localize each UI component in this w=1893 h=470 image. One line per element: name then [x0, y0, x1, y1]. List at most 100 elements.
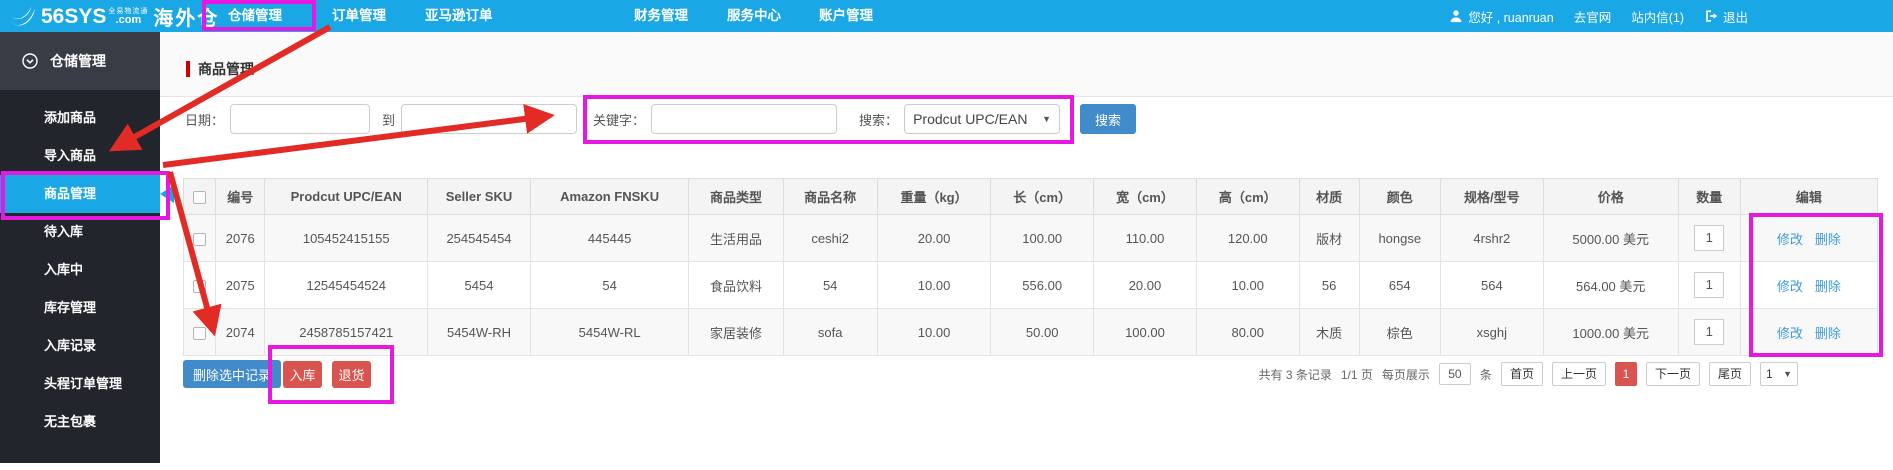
sidebar-item-头程订单管理[interactable]: 头程订单管理 — [44, 376, 123, 391]
logout-link[interactable]: 退出 — [1704, 7, 1748, 26]
cell-fnsku: 54 — [529, 261, 690, 309]
records-total-text: 共有 3 条记录 — [1258, 367, 1332, 382]
modify-link[interactable]: 修改 — [1776, 278, 1803, 294]
quantity-input[interactable]: 1 — [1694, 272, 1725, 298]
cell-price: 1000.00 美元 — [1542, 308, 1679, 356]
delete-link[interactable]: 删除 — [1814, 278, 1841, 294]
row-checkbox[interactable] — [193, 279, 207, 293]
search-type-select[interactable]: Prodcut UPC/EAN ▼ — [904, 104, 1061, 134]
cell-length: 50.00 — [990, 308, 1095, 356]
breadcrumb-strip: 商品管理 — [160, 32, 1893, 97]
first-page-button[interactable]: 首页 — [1500, 362, 1543, 386]
cell-seller_sku: 5454W-RH — [427, 308, 531, 356]
date-to-input[interactable] — [401, 104, 578, 134]
column-header: Amazon FNSKU — [529, 178, 690, 215]
table-row: 2075 12545454524 5454 54 食品饮料 54 10.00 556.00 20… — [182, 261, 1879, 309]
column-header: 规格/型号 — [1439, 178, 1544, 215]
date-from-input[interactable] — [230, 104, 371, 134]
delete-link[interactable]: 删除 — [1814, 231, 1841, 247]
column-header: Seller SKU — [427, 178, 531, 215]
modify-link[interactable]: 修改 — [1776, 231, 1803, 247]
column-header: 宽（cm） — [1093, 178, 1197, 215]
bottom-bar: 删除选中记录 入库 退货 共有 3 条记录 1/1 页 每页展示 条 首页 上一… — [160, 358, 1893, 392]
row-checkbox-cell — [182, 261, 217, 309]
table-header-row: 编号 Prodcut UPC/EAN Seller SKU Amazon FNSKU 商… — [182, 178, 1879, 215]
sidebar-header[interactable]: 仓储管理 — [0, 32, 160, 90]
next-page-button[interactable]: 下一页 — [1645, 362, 1700, 386]
select-all-checkbox[interactable] — [193, 191, 207, 205]
sidebar-item-商品管理[interactable]: 商品管理 — [0, 175, 174, 213]
column-header: 重量（kg） — [876, 178, 992, 215]
cell-qty: 1 — [1677, 214, 1741, 262]
logo-tagline: 全易物流通 — [108, 8, 149, 15]
quantity-input[interactable]: 1 — [1694, 225, 1725, 251]
nav-item-2[interactable]: 订单管理 — [332, 8, 386, 23]
inbound-button[interactable]: 入库 — [283, 361, 322, 388]
cell-seller_sku: 5454 — [427, 261, 531, 309]
cell-qty: 1 — [1677, 261, 1741, 309]
chevron-down-circle-icon — [22, 53, 38, 69]
cell-fnsku: 445445 — [529, 214, 690, 262]
cell-seller_sku: 254545454 — [427, 214, 531, 262]
column-header: 编号 — [215, 178, 266, 215]
sidebar-item-入库中[interactable]: 入库中 — [44, 262, 84, 277]
cell-id: 2076 — [215, 214, 266, 262]
sidebar-item-添加商品[interactable]: 添加商品 — [44, 110, 97, 125]
cell-qty: 1 — [1677, 308, 1741, 356]
modify-link[interactable]: 修改 — [1776, 325, 1803, 341]
prev-page-button[interactable]: 上一页 — [1551, 362, 1606, 386]
nav-item-4[interactable]: 财务管理 — [634, 8, 688, 23]
cell-id: 2074 — [215, 308, 266, 356]
logo[interactable]: 56SYS 全易物流通 .com 海外仓 — [8, 1, 219, 31]
nav-item-5[interactable]: 服务中心 — [727, 8, 781, 23]
go-official-site-link[interactable]: 去官网 — [1573, 10, 1612, 25]
cell-upc: 105452415155 — [264, 214, 429, 262]
row-checkbox[interactable] — [193, 326, 207, 340]
cell-upc: 12545454524 — [264, 261, 429, 309]
nav-item-1[interactable]: 仓储管理 — [228, 8, 282, 23]
sidebar-item-入库记录[interactable]: 入库记录 — [44, 338, 97, 353]
cell-material: 56 — [1298, 261, 1360, 309]
sidebar-item-库存管理[interactable]: 库存管理 — [44, 300, 97, 315]
cell-length: 556.00 — [990, 261, 1095, 309]
nav-item-6[interactable]: 账户管理 — [819, 8, 873, 23]
sidebar-item-待入库[interactable]: 待入库 — [44, 224, 84, 239]
page-jump-select[interactable]: 1 ▼ — [1760, 362, 1798, 386]
row-checkbox[interactable] — [193, 232, 207, 246]
cell-edit: 修改 删除 — [1739, 214, 1879, 262]
logo-product-name: 海外仓 — [153, 7, 220, 30]
cell-price: 564.00 美元 — [1542, 261, 1679, 309]
cell-weight: 20.00 — [876, 214, 992, 262]
sidebar-item-导入商品[interactable]: 导入商品 — [44, 148, 97, 163]
delete-selected-button[interactable]: 删除选中记录 — [183, 360, 282, 388]
per-page-input[interactable] — [1438, 363, 1471, 385]
return-button[interactable]: 退货 — [332, 361, 371, 388]
column-header: 商品名称 — [782, 178, 878, 215]
header-checkbox-cell — [182, 178, 217, 215]
cell-fnsku: 5454W-RL — [529, 308, 690, 356]
column-header: 高（cm） — [1195, 178, 1300, 215]
cell-color: 654 — [1358, 261, 1441, 309]
last-page-button[interactable]: 尾页 — [1708, 362, 1751, 386]
user-greeting[interactable]: 您好 , ruanruan — [1449, 7, 1554, 26]
cell-spec: 4rshr2 — [1439, 214, 1544, 262]
delete-link[interactable]: 删除 — [1814, 325, 1841, 341]
chevron-down-icon: ▼ — [1042, 114, 1052, 124]
keyword-input[interactable] — [651, 104, 838, 134]
column-header: Prodcut UPC/EAN — [264, 178, 429, 215]
cell-weight: 10.00 — [876, 261, 992, 309]
sidebar: 仓储管理 添加商品导入商品商品管理待入库入库中库存管理入库记录头程订单管理 无主包… — [0, 32, 174, 463]
cell-name: sofa — [782, 308, 878, 356]
search-button[interactable]: 搜索 — [1080, 104, 1137, 134]
cell-height: 80.00 — [1195, 308, 1300, 356]
cell-type: 食品饮料 — [688, 261, 784, 309]
inbox-messages-link[interactable]: 站内信(1) — [1631, 10, 1684, 25]
quantity-input[interactable]: 1 — [1694, 319, 1725, 345]
main-content: 商品管理 日期： 到 关键字： 搜索： Prodcut UPC/EAN ▼ 搜索… — [160, 32, 1893, 470]
sidebar-item-无主包裹[interactable]: 无主包裹 — [44, 414, 97, 429]
cell-upc: 2458785157421 — [264, 308, 429, 356]
column-header: 材质 — [1298, 178, 1360, 215]
nav-item-3[interactable]: 亚马逊订单 — [425, 8, 493, 23]
cell-price: 5000.00 美元 — [1542, 214, 1679, 262]
current-page-button[interactable]: 1 — [1614, 362, 1637, 386]
